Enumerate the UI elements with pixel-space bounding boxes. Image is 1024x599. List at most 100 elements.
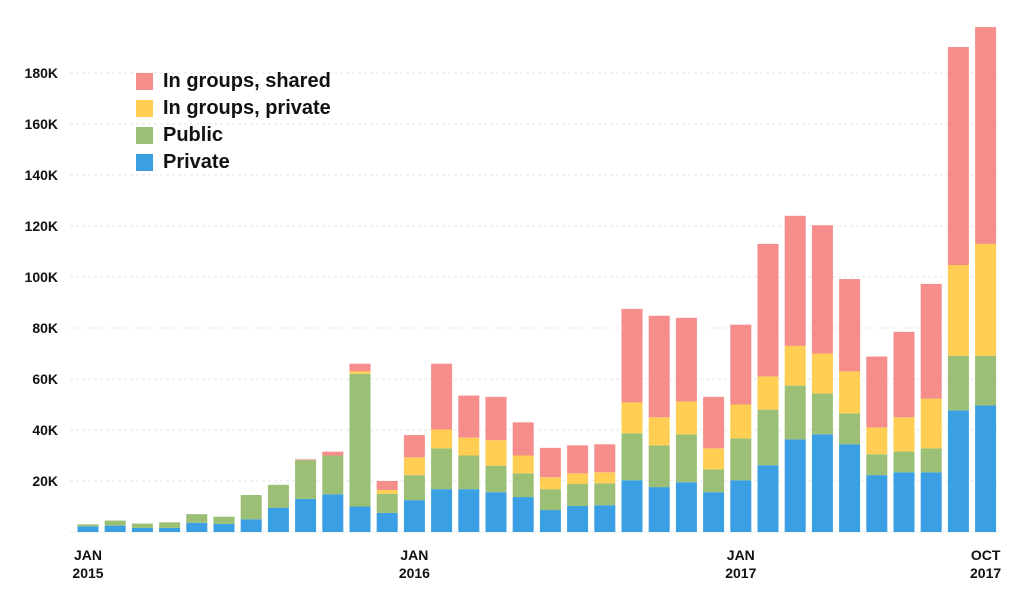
bar-segment-in-groups-private <box>866 427 888 455</box>
bar-segment-private <box>485 492 507 532</box>
bar-segment-in-groups-shared <box>675 317 697 402</box>
bar-segment-in-groups-private <box>648 417 670 446</box>
x-tick-label-year: 2017 <box>725 565 756 581</box>
bar-stack <box>512 422 534 532</box>
bar-segment-private <box>621 480 643 532</box>
bar-segment-private <box>594 505 616 532</box>
bar-segment-in-groups-shared <box>648 315 670 418</box>
bar-segment-private <box>512 497 534 532</box>
bar-segment-public <box>376 493 398 513</box>
bar-segment-public <box>131 523 153 528</box>
bar-stack <box>131 523 153 532</box>
bar-segment-in-groups-shared <box>376 481 398 490</box>
bar-segment-in-groups-shared <box>431 363 453 430</box>
y-tick-label: 180K <box>25 65 58 81</box>
bar-segment-in-groups-private <box>567 473 589 485</box>
bar-segment-public <box>757 409 779 466</box>
bar-stack <box>322 451 344 532</box>
bar-stack <box>213 516 235 532</box>
legend-swatch-in-groups-private <box>136 100 153 117</box>
bar-segment-private <box>730 480 752 532</box>
bar-segment-public <box>866 454 888 476</box>
x-tick-label-month: JAN <box>727 547 755 563</box>
bar-segment-in-groups-private <box>893 417 915 452</box>
bar-stack <box>866 356 888 532</box>
bar-segment-private <box>539 510 561 532</box>
bar-segment-public <box>159 522 181 528</box>
bar-segment-in-groups-shared <box>866 356 888 428</box>
legend-label: In groups, shared <box>163 70 331 92</box>
y-tick-label: 40K <box>32 422 58 438</box>
bar-segment-public <box>295 460 317 499</box>
bar-segment-public <box>104 520 126 526</box>
bar-segment-public <box>594 483 616 506</box>
x-tick-label-month: JAN <box>400 547 428 563</box>
legend-item-in-groups-private: In groups, private <box>136 95 331 122</box>
bar-stack <box>675 317 697 532</box>
bar-segment-public <box>784 385 806 440</box>
bar-segment-private <box>784 439 806 532</box>
legend-item-public: Public <box>136 122 331 149</box>
bar-stack <box>539 447 561 532</box>
bar-stack <box>730 324 752 532</box>
legend-swatch-private <box>136 154 153 171</box>
y-tick-label: 160K <box>25 116 58 132</box>
legend-label: Private <box>163 151 230 173</box>
x-tick-label-month: OCT <box>971 547 1001 563</box>
bar-stack <box>893 331 915 532</box>
bar-segment-in-groups-private <box>458 437 480 456</box>
bar-segment-private <box>267 507 289 532</box>
bar-stack <box>403 435 425 532</box>
bar-segment-in-groups-private <box>594 472 616 484</box>
legend-item-private: Private <box>136 149 331 176</box>
bar-stack <box>621 308 643 532</box>
bar-segment-in-groups-shared <box>757 243 779 377</box>
bar-segment-private <box>975 405 997 532</box>
bar-segment-in-groups-shared <box>621 308 643 403</box>
x-tick-label-year: 2017 <box>970 565 1001 581</box>
bar-segment-private <box>104 525 126 532</box>
bar-segment-in-groups-shared <box>893 331 915 418</box>
x-tick-label-year: 2016 <box>399 565 430 581</box>
bar-stack <box>594 444 616 532</box>
bar-segment-private <box>295 498 317 532</box>
x-axis-tick-labels: JAN 2015 JAN 2016 JAN 2017 OCT 2017 <box>72 547 1001 581</box>
bar-segment-in-groups-shared <box>975 27 997 244</box>
bar-segment-public <box>77 524 99 527</box>
bar-segment-private <box>920 472 942 532</box>
bar-stack <box>811 225 833 532</box>
legend-item-in-groups-shared: In groups, shared <box>136 68 331 95</box>
bar-segment-private <box>77 526 99 532</box>
bar-segment-public <box>975 355 997 406</box>
bar-segment-public <box>186 514 208 523</box>
bar-stack <box>240 495 262 532</box>
bar-segment-in-groups-shared <box>920 283 942 399</box>
bar-segment-in-groups-private <box>376 489 398 494</box>
bar-segment-private <box>703 492 725 532</box>
bar-segment-in-groups-shared <box>295 459 317 461</box>
bar-segment-in-groups-shared <box>403 435 425 458</box>
bar-segment-private <box>431 489 453 532</box>
x-tick-label-month: JAN <box>74 547 102 563</box>
bar-segment-in-groups-shared <box>539 447 561 478</box>
bar-segment-public <box>621 433 643 481</box>
bar-segment-public <box>567 484 589 506</box>
y-tick-label: 80K <box>32 320 58 336</box>
bar-segment-in-groups-private <box>349 371 371 374</box>
bar-segment-private <box>893 472 915 532</box>
bar-stack <box>159 522 181 532</box>
bar-segment-private <box>839 444 861 532</box>
y-tick-label: 120K <box>25 218 58 234</box>
bar-segment-public <box>839 413 861 445</box>
bar-segment-public <box>730 438 752 481</box>
bar-segment-private <box>403 500 425 532</box>
bar-segment-public <box>703 469 725 493</box>
bar-segment-in-groups-shared <box>349 363 371 372</box>
bar-stack <box>920 283 942 532</box>
bar-stack <box>77 524 99 532</box>
bar-segment-in-groups-shared <box>485 396 507 441</box>
legend-swatch-in-groups-shared <box>136 73 153 90</box>
bar-segment-in-groups-shared <box>567 445 589 474</box>
bar-segment-in-groups-shared <box>322 451 344 456</box>
